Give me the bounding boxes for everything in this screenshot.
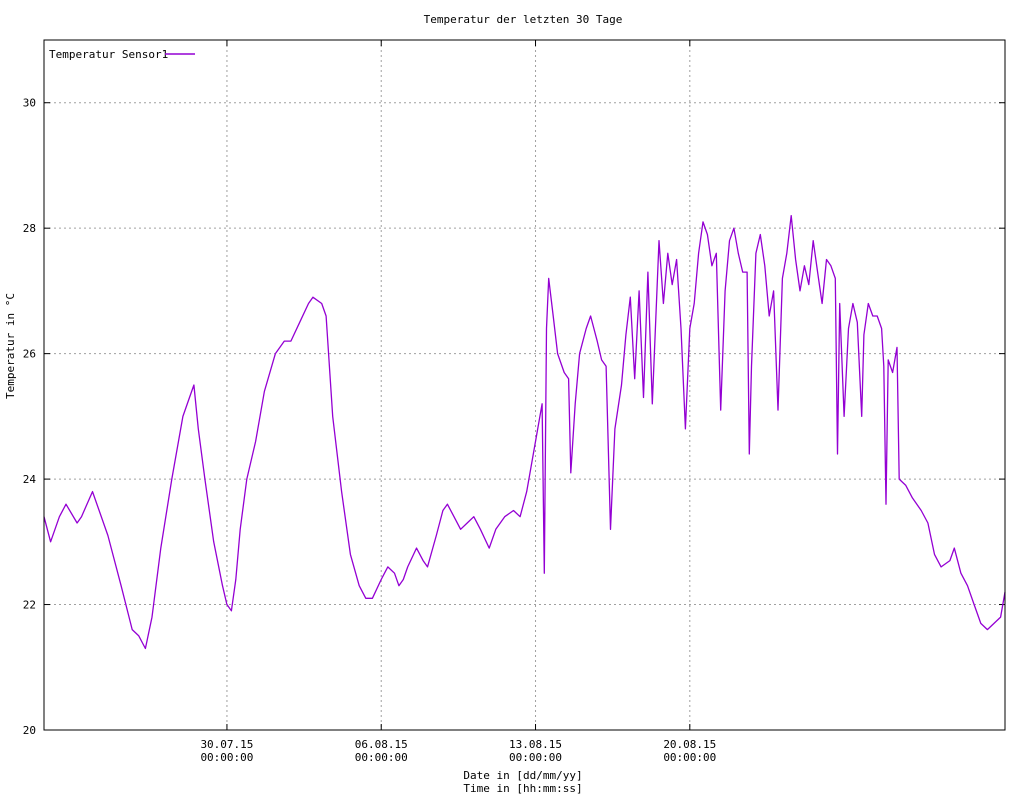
axis-ticks: 20222426283030.07.1500:00:0006.08.1500:0… xyxy=(23,40,1005,764)
grid xyxy=(44,40,1005,730)
y-tick-label: 26 xyxy=(23,348,36,361)
plot-frame xyxy=(43,39,1006,731)
x-tick-date-label: 30.07.15 xyxy=(200,738,253,751)
x-tick-time-label: 00:00:00 xyxy=(200,751,253,764)
y-tick-label: 30 xyxy=(23,97,36,110)
series-line-temperatur-sensor1 xyxy=(43,214,1006,650)
series-layer xyxy=(43,214,1006,650)
x-tick-time-label: 00:00:00 xyxy=(663,751,716,764)
x-tick-date-label: 13.08.15 xyxy=(509,738,562,751)
chart-title: Temperatur der letzten 30 Tage xyxy=(424,13,623,26)
y-tick-label: 20 xyxy=(23,724,36,737)
y-tick-label: 28 xyxy=(23,222,36,235)
x-tick-date-label: 20.08.15 xyxy=(663,738,716,751)
y-axis-label: Temperatur in °C xyxy=(4,293,17,399)
x-tick-time-label: 00:00:00 xyxy=(509,751,562,764)
x-tick-date-label: 06.08.15 xyxy=(355,738,408,751)
legend-label: Temperatur Sensor1 xyxy=(49,48,168,61)
legend: Temperatur Sensor1 xyxy=(49,48,195,61)
x-axis-label-time: Time in [hh:mm:ss] xyxy=(463,782,582,795)
x-tick-time-label: 00:00:00 xyxy=(355,751,408,764)
x-axis-label: Date in [dd/mm/yy] xyxy=(463,769,582,782)
y-tick-label: 22 xyxy=(23,599,36,612)
y-tick-label: 24 xyxy=(23,473,37,486)
